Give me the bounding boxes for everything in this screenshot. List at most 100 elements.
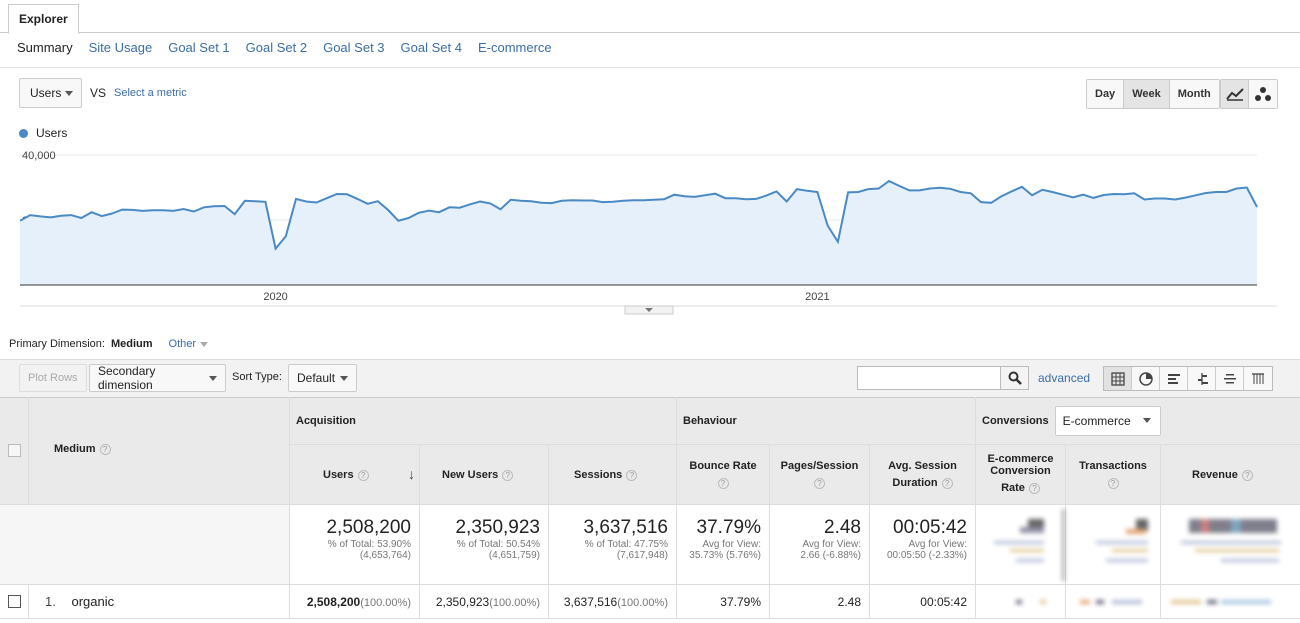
users-header-label: Users — [323, 469, 354, 481]
revenue-total-cell — [1161, 505, 1300, 585]
transactions-header[interactable]: Transactions ? — [1066, 445, 1161, 505]
new-users-total-pct: % of Total: 50.54% — [456, 539, 540, 550]
vs-label: VS — [90, 86, 107, 100]
help-icon[interactable]: ? — [357, 469, 369, 481]
secondary-dimension-label: Secondary dimension — [98, 364, 156, 392]
conversions-dropdown[interactable]: E-commerce — [1054, 405, 1161, 436]
row-1-checkbox[interactable] — [7, 595, 21, 608]
subtab-ecommerce[interactable]: E-commerce — [477, 40, 552, 55]
period-toggle: Day Week Month — [1086, 79, 1220, 109]
help-icon[interactable]: ? — [1241, 469, 1253, 481]
search-button[interactable] — [1000, 366, 1029, 390]
ecommerce-conversion-rate-header[interactable]: E-commerce Conversion Rate? — [976, 445, 1066, 505]
comparison-icon — [1197, 372, 1208, 385]
period-day-button[interactable]: Day — [1087, 80, 1125, 108]
row-users: 2,508,200 — [306, 595, 361, 609]
row-transactions-cell — [1066, 585, 1161, 619]
primary-dimension-medium[interactable]: Medium — [110, 338, 153, 350]
period-month-button[interactable]: Month — [1169, 80, 1219, 108]
explorer-tab-bar — [0, 0, 1300, 33]
row-1-select-cell — [0, 585, 29, 619]
redacted-value-graphic — [1080, 600, 1142, 604]
explorer-tab[interactable]: Explorer — [8, 4, 79, 34]
row-new-users-cell: 2,350,923(100.00%) — [420, 585, 549, 619]
subtab-goal-set-4[interactable]: Goal Set 4 — [400, 40, 462, 55]
primary-dimension-other[interactable]: Other — [169, 338, 209, 350]
bubble-chart-icon — [1255, 87, 1271, 101]
help-icon[interactable]: ? — [1107, 477, 1119, 489]
sessions-total-of: (7,617,948) — [616, 550, 668, 561]
help-icon[interactable]: ? — [941, 477, 953, 489]
users-header[interactable]: Users? ↓ — [290, 445, 420, 505]
row-bounce-rate: 37.79% — [677, 585, 770, 619]
help-icon[interactable]: ? — [502, 469, 514, 481]
row-sessions: 3,637,516 — [563, 595, 618, 609]
new-users-total-of: (4,651,759) — [488, 550, 540, 561]
plot-rows-button[interactable]: Plot Rows — [19, 364, 87, 392]
period-week-button[interactable]: Week — [1124, 80, 1170, 108]
pages-session-total-cell: 2.48 Avg for View: 2.66 (-6.88%) — [770, 505, 870, 585]
term-cloud-view-button[interactable] — [1216, 367, 1244, 390]
help-icon[interactable]: ? — [717, 477, 729, 489]
table-search-input[interactable] — [857, 366, 1001, 390]
avg-session-duration-header[interactable]: Avg. Session Duration? — [870, 445, 976, 505]
users-total-of: (4,653,764) — [359, 550, 411, 561]
new-users-total-cell: 2,350,923 % of Total: 50.54% (4,651,759) — [420, 505, 549, 585]
conversions-label: Conversions — [982, 414, 1049, 427]
chart-collapse-handle[interactable] — [624, 305, 674, 315]
performance-view-button[interactable] — [1160, 367, 1188, 390]
bounce-rate-header[interactable]: Bounce Rate ? — [677, 445, 770, 505]
line-chart-button[interactable] — [1221, 80, 1249, 108]
select-metric-link[interactable]: Select a metric — [114, 87, 187, 99]
advanced-filter-link[interactable]: advanced — [1038, 371, 1091, 385]
medium-header[interactable]: Medium? — [29, 397, 290, 505]
percentage-view-button[interactable] — [1132, 367, 1160, 390]
sessions-header-label: Sessions — [574, 469, 623, 481]
comparison-view-button[interactable] — [1188, 367, 1216, 390]
subtab-goal-set-1[interactable]: Goal Set 1 — [168, 40, 230, 55]
help-icon[interactable]: ? — [814, 477, 825, 489]
bar-chart-icon — [1167, 373, 1180, 384]
sessions-header[interactable]: Sessions? — [549, 445, 677, 505]
sort-descending-icon: ↓ — [408, 466, 415, 482]
medium-header-label: Medium — [54, 443, 96, 455]
ecr-header-line2: Conversion — [990, 465, 1051, 477]
row-medium-link[interactable]: organic — [71, 594, 115, 609]
chevron-down-icon — [340, 375, 348, 381]
revenue-header[interactable]: Revenue? — [1161, 445, 1300, 505]
sessions-total-pct: % of Total: 47.75% — [584, 539, 668, 550]
behaviour-group-header: Behaviour — [677, 397, 976, 445]
data-view-button[interactable] — [1104, 367, 1132, 390]
help-icon[interactable]: ? — [626, 469, 638, 481]
avg-duration-avg: 00:05:50 (-2.33%) — [886, 550, 967, 561]
line-chart-icon — [1225, 88, 1244, 101]
help-icon[interactable]: ? — [99, 443, 111, 455]
help-icon[interactable]: ? — [1028, 482, 1040, 494]
subtab-site-usage[interactable]: Site Usage — [88, 40, 153, 55]
grid-icon — [1110, 371, 1125, 386]
pages-session-avg-label: Avg for View: — [802, 539, 861, 550]
avg-session-header-line1: Avg. Session — [888, 460, 957, 472]
subtab-goal-set-3[interactable]: Goal Set 3 — [323, 40, 385, 55]
select-all-checkbox[interactable] — [7, 444, 21, 457]
other-label: Other — [168, 338, 197, 350]
subtab-goal-set-2[interactable]: Goal Set 2 — [245, 40, 308, 55]
subtab-summary[interactable]: Summary — [17, 40, 73, 55]
term-cloud-icon — [1223, 373, 1236, 383]
sessions-total-cell: 3,637,516 % of Total: 47.75% (7,617,948) — [549, 505, 677, 585]
legend-dot-icon — [19, 128, 28, 138]
users-area — [20, 181, 1257, 285]
transactions-header-label: Transactions — [1079, 460, 1147, 472]
new-users-header[interactable]: New Users? — [420, 445, 549, 505]
metric-dropdown[interactable]: Users — [19, 78, 82, 108]
avg-duration-total-cell: 00:05:42 Avg for View: 00:05:50 (-2.33%) — [870, 505, 976, 585]
pages-session-avg: 2.66 (-6.88%) — [800, 550, 861, 561]
sort-type-dropdown[interactable]: Default — [288, 364, 357, 392]
chevron-down-icon — [200, 341, 209, 347]
pivot-view-button[interactable] — [1244, 367, 1272, 390]
select-all-cell — [0, 397, 29, 505]
avg-duration-avg-label: Avg for View: — [908, 539, 967, 550]
pages-session-header[interactable]: Pages/Session ? — [770, 445, 870, 505]
motion-chart-button[interactable] — [1249, 80, 1277, 108]
secondary-dimension-dropdown[interactable]: Secondary dimension — [89, 364, 226, 392]
